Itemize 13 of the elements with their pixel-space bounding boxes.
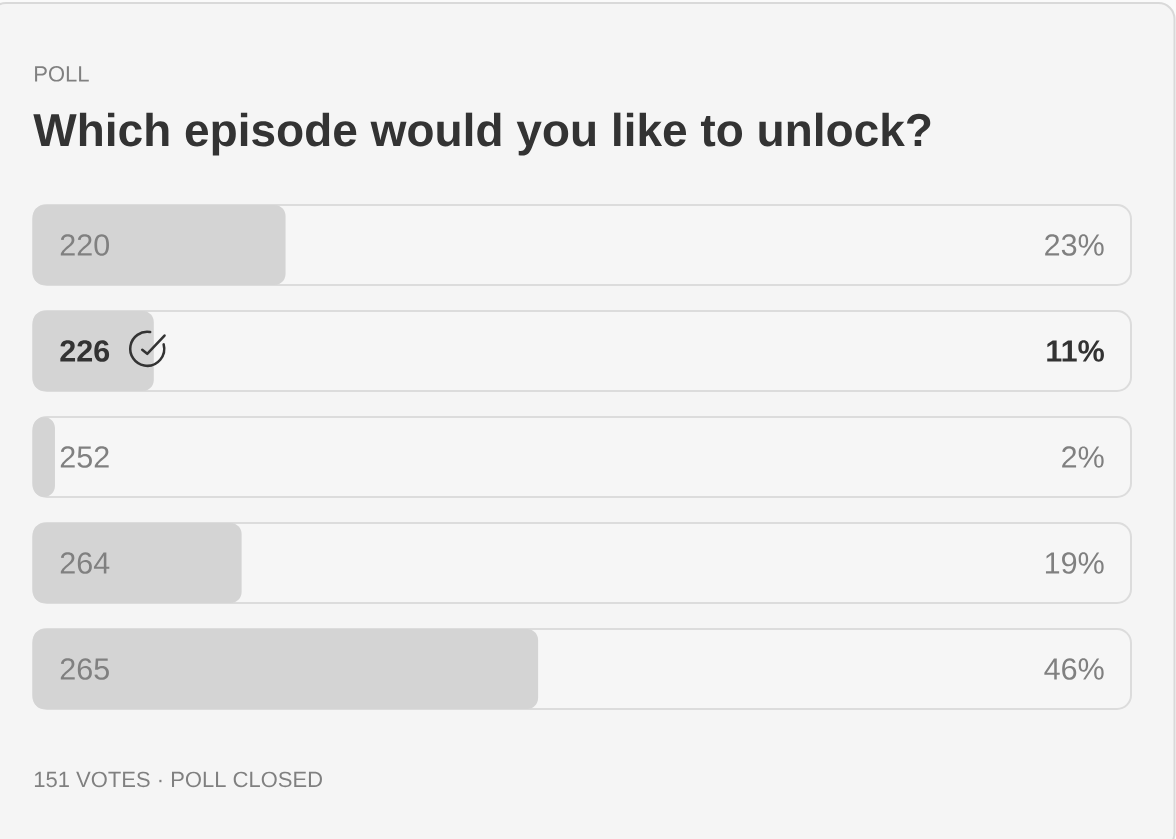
text: 151 VOTES · POLL CLOSED	[34, 771, 322, 788]
chart-title: Which episode would you like to unlock?	[33, 112, 931, 156]
y-tick-label: 264	[60, 552, 110, 574]
data-label: 2%	[1062, 446, 1104, 468]
data-label: 46%	[1044, 658, 1104, 680]
y-tick-label: 265	[60, 658, 109, 680]
text: POLL	[35, 66, 89, 82]
y-tick-label: 220	[60, 234, 110, 256]
data-label: 19%	[1045, 552, 1104, 574]
y-tick-label: 252	[60, 446, 109, 468]
data-label: 11%	[1047, 340, 1104, 362]
data-label: 23%	[1045, 234, 1104, 256]
y-tick-label: 226	[60, 340, 110, 362]
